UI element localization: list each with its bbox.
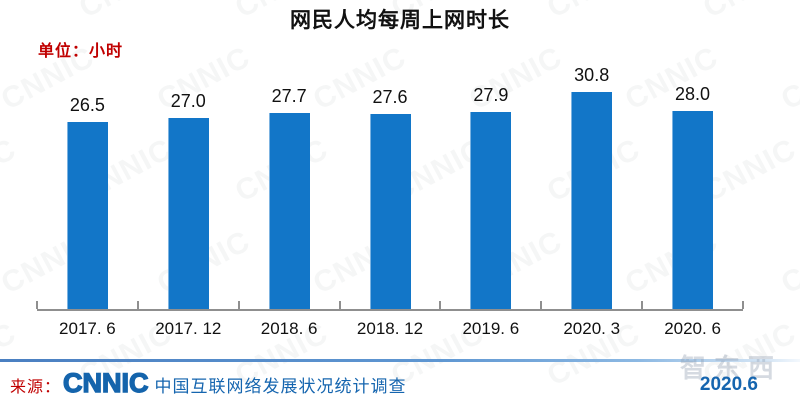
bar-2018.12 <box>369 114 411 309</box>
x-axis-label: 2020. 6 <box>664 319 721 338</box>
x-axis-tick <box>136 301 139 309</box>
bar-2017.6 <box>66 121 108 309</box>
bar-2018.6 <box>268 113 310 309</box>
cnnic-logo: CNNIC <box>62 367 149 398</box>
x-axis-label: 2017. 6 <box>59 319 116 338</box>
bar-2020.3 <box>571 91 613 309</box>
x-axis-tick <box>742 301 744 309</box>
x-axis-line <box>37 309 743 311</box>
value-label: 30.8 <box>574 64 610 85</box>
x-axis-tick <box>641 301 644 309</box>
source-text: 中国互联网络发展状况统计调查 <box>154 377 407 396</box>
report-date: 2020.6 <box>699 373 758 395</box>
x-axis-tick <box>338 301 341 309</box>
unit-label: 单位：小时 <box>38 43 124 60</box>
x-axis-tick <box>237 301 240 309</box>
x-axis-label: 2018. 6 <box>260 319 318 338</box>
bar-2017.12 <box>167 118 209 309</box>
x-axis-label: 2019. 6 <box>462 319 520 338</box>
x-axis-tick <box>439 301 442 309</box>
chart-title: 网民人均每周上网时长 <box>290 9 510 32</box>
bar-2020.6 <box>672 111 714 309</box>
value-label: 28.0 <box>675 84 711 105</box>
bar-2019.6 <box>470 112 512 309</box>
x-axis-label: 2017. 12 <box>155 319 222 338</box>
value-label: 27.9 <box>473 85 509 106</box>
x-axis-label: 2020. 3 <box>563 319 621 338</box>
footer-divider <box>0 359 800 362</box>
x-axis-tick <box>540 301 543 309</box>
value-label: 26.5 <box>69 94 105 115</box>
value-label: 27.0 <box>170 91 206 112</box>
x-axis-tick <box>36 301 38 309</box>
value-label: 27.6 <box>372 87 408 108</box>
value-label: 27.7 <box>271 86 307 107</box>
footer: 来源： CNNIC 中国互联网络发展状况统计调查 智东西 2020.6 <box>0 353 800 407</box>
source-label: 来源： <box>10 378 62 396</box>
x-axis-label: 2018. 12 <box>356 319 424 338</box>
